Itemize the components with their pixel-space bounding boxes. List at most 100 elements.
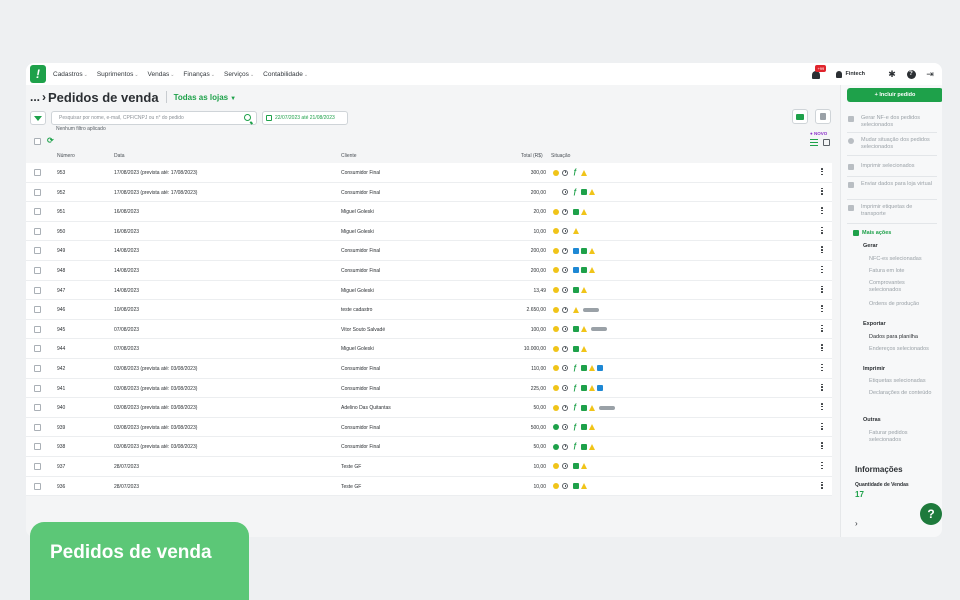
table-row[interactable]: 937 28/07/2023 Teste GF 10,00 (26, 456, 832, 477)
status-dot (553, 287, 559, 294)
row-checkbox[interactable] (34, 345, 41, 353)
row-menu-icon[interactable] (821, 403, 823, 411)
help-fab-button[interactable]: ? (920, 503, 942, 525)
row-checkbox[interactable] (34, 227, 41, 235)
row-menu-icon[interactable] (821, 461, 823, 470)
row-menu-icon[interactable] (821, 285, 823, 294)
row-checkbox[interactable] (34, 462, 41, 470)
menu-vendas[interactable]: Vendas⌄ (147, 70, 175, 78)
row-menu-icon[interactable] (821, 207, 823, 215)
search-input[interactable]: Pesquisar por nome, e-mail, CPF/CNPJ ou … (51, 111, 257, 125)
refresh-icon[interactable]: ⟳ (47, 136, 54, 145)
row-menu-icon[interactable] (821, 344, 823, 352)
row-checkbox[interactable] (34, 169, 41, 176)
gerar-fatura[interactable]: Fatura em lote (869, 268, 905, 274)
help-icon[interactable]: ? (905, 68, 917, 80)
action-send-store[interactable]: Enviar dados para loja virtual (847, 181, 937, 188)
table-row[interactable]: 940 03/08/2023 (prevista até: 03/08/2023)… (26, 398, 832, 418)
menu-cadastros[interactable]: Cadastros⌄ (53, 70, 88, 78)
more-actions-toggle[interactable]: Mais ações (853, 230, 891, 236)
table-row[interactable]: 948 14/08/2023 Consumidor Final 200,00 (26, 260, 832, 281)
table-row[interactable]: 947 14/08/2023 Miguel Goleski 13,49 (26, 280, 832, 301)
menu-servicos[interactable]: Serviços⌄ (224, 70, 255, 78)
row-menu-icon[interactable] (821, 305, 823, 313)
row-checkbox[interactable] (34, 208, 41, 216)
col-total[interactable]: Total (R$) (521, 153, 543, 159)
col-situacao[interactable]: Situação (551, 153, 571, 159)
select-all-checkbox[interactable] (34, 138, 41, 145)
table-row[interactable]: 951 16/08/2023 Miguel Goleski 20,00 (26, 202, 832, 222)
row-checkbox[interactable] (34, 404, 41, 412)
print-button[interactable] (792, 109, 808, 124)
menu-suprimentos[interactable]: Suprimentos⌄ (96, 70, 139, 78)
row-checkbox[interactable] (34, 266, 41, 274)
list-view-icon[interactable] (810, 139, 818, 146)
gerar-comprovantes[interactable]: Comprovantes selecionados (869, 280, 905, 293)
table-row[interactable]: 941 03/08/2023 (prevista até: 03/08/2023)… (26, 378, 832, 399)
user-menu[interactable]: Fintech (836, 70, 865, 78)
row-checkbox[interactable] (34, 364, 41, 372)
table-row[interactable]: 950 16/08/2023 Miguel Goleski 10,00 (26, 221, 832, 242)
row-checkbox[interactable] (34, 423, 41, 431)
app-logo[interactable]: ! (30, 65, 46, 83)
action-generate-nfe[interactable]: Gerar NF-e dos pedidos selecionados (847, 115, 937, 129)
exportar-enderecos[interactable]: Endereços selecionados (869, 346, 929, 352)
breadcrumb[interactable]: ... (30, 90, 41, 104)
table-row[interactable]: 936 28/07/2023 Teste GF 10,00 (26, 476, 832, 497)
row-checkbox[interactable] (34, 443, 41, 451)
row-checkbox[interactable] (34, 247, 41, 255)
action-print-selected[interactable]: Imprimir selecionados (847, 163, 937, 170)
table-row[interactable]: 952 17/08/2023 (prevista até: 17/08/2023)… (26, 182, 832, 203)
table-row[interactable]: 953 17/08/2023 (prevista até: 17/08/2023)… (26, 163, 832, 183)
col-data[interactable]: Data (114, 153, 125, 159)
table-row[interactable]: 942 03/08/2023 (prevista até: 03/08/2023)… (26, 358, 832, 379)
table-row[interactable]: 946 10/08/2023 teste cadastro 2.650,00 (26, 300, 832, 320)
row-menu-icon[interactable] (821, 442, 823, 450)
imprimir-etiquetas[interactable]: Etiquetas selecionadas (869, 378, 926, 384)
row-checkbox[interactable] (34, 482, 41, 490)
row-checkbox[interactable] (34, 384, 41, 392)
chevron-right-icon[interactable]: › (855, 519, 858, 528)
store-selector[interactable]: Todas as lojas ▼ (173, 92, 237, 102)
row-menu-icon[interactable] (821, 187, 823, 196)
col-cliente[interactable]: Cliente (341, 153, 357, 159)
bell-icon[interactable]: +99 (812, 65, 827, 79)
row-menu-icon[interactable] (821, 226, 823, 235)
row-checkbox[interactable] (34, 188, 41, 196)
col-numero[interactable]: Número (57, 153, 75, 159)
menu-financas[interactable]: Finanças⌄ (183, 70, 215, 78)
action-print-labels[interactable]: Imprimir etiquetas de transporte (847, 204, 937, 218)
grid-view-icon[interactable] (823, 139, 830, 146)
table-row[interactable]: 944 07/08/2023 Miguel Goleski 10.000,00 (26, 339, 832, 359)
logout-icon[interactable]: ⇥ (926, 68, 934, 79)
outras-faturar[interactable]: Faturar pedidos selecionados (869, 430, 908, 443)
gerar-ordens[interactable]: Ordens de produção (869, 301, 920, 307)
delete-button[interactable] (815, 109, 831, 124)
row-menu-icon[interactable] (821, 481, 823, 490)
warning-icon (589, 385, 595, 392)
row-menu-icon[interactable] (821, 168, 823, 176)
row-checkbox[interactable] (34, 325, 41, 333)
menu-contabilidade[interactable]: Contabilidade⌄ (263, 70, 309, 78)
row-menu-icon[interactable] (821, 363, 823, 372)
action-change-status[interactable]: Mudar situação dos pedidos selecionados (847, 137, 937, 151)
filter-button[interactable] (30, 111, 46, 125)
exportar-planilha[interactable]: Dados para planilha (869, 334, 918, 340)
add-order-button[interactable]: + Incluir pedido (847, 88, 942, 102)
table-row[interactable]: 945 07/08/2023 Vitor Souto Salvadé 100,00 (26, 319, 832, 340)
gerar-nfce[interactable]: NFC-es selecionadas (869, 256, 922, 262)
gear-icon[interactable]: ✱ (888, 68, 896, 79)
row-menu-icon[interactable] (821, 265, 823, 274)
date-range-picker[interactable]: 22/07/2023 até 21/08/2023 (262, 111, 348, 125)
table-row[interactable]: 939 03/08/2023 (prevista até: 03/08/2023)… (26, 417, 832, 438)
search-icon[interactable] (244, 114, 251, 121)
row-menu-icon[interactable] (821, 246, 823, 254)
table-row[interactable]: 949 14/08/2023 Consumidor Final 200,00 (26, 241, 832, 261)
row-checkbox[interactable] (34, 306, 41, 314)
row-menu-icon[interactable] (821, 324, 823, 333)
row-checkbox[interactable] (34, 286, 41, 294)
row-menu-icon[interactable] (821, 383, 823, 392)
imprimir-declaracoes[interactable]: Declarações de conteúdo (869, 390, 932, 396)
row-menu-icon[interactable] (821, 422, 823, 431)
table-row[interactable]: 938 03/08/2023 (prevista até: 03/08/2023)… (26, 437, 832, 457)
